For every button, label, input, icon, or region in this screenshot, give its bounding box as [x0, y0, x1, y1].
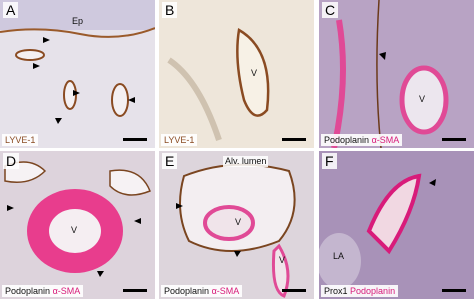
stain-name: LYVE-1 [5, 135, 36, 145]
micrograph [0, 0, 155, 148]
annotation: LA [333, 251, 345, 261]
stain-name: Podoplanin [5, 286, 51, 296]
panel-letter: B [162, 2, 178, 18]
stain-label: LYVE-1 [161, 134, 198, 146]
annotation: V [251, 68, 258, 78]
stain-label: Podoplanin α-SMA [321, 134, 403, 146]
panel: B V LYVE-1 [159, 0, 314, 148]
scale-bar [282, 138, 306, 141]
stain-name: Podoplanin [350, 286, 396, 296]
stain-name: LYVE-1 [164, 135, 195, 145]
annotation: V [419, 94, 426, 104]
stain-label: Podoplanin α-SMA [161, 285, 243, 297]
scale-bar [442, 138, 466, 141]
stain-name: α-SMA [371, 135, 400, 145]
scale-bar [282, 289, 306, 292]
annotation: V [235, 217, 242, 227]
panel: A Ep LYVE-1 [0, 0, 155, 148]
annotation: Ep [72, 16, 84, 26]
panel-letter: C [322, 2, 339, 18]
scale-bar [123, 289, 147, 292]
panel: F LA Prox1 Podoplanin [319, 151, 474, 299]
annotation: V [279, 255, 286, 265]
annotation: V [71, 225, 78, 235]
stain-name: α-SMA [211, 286, 240, 296]
panel-letter: A [3, 2, 19, 18]
stain-name: Podoplanin [164, 286, 210, 296]
micrograph [0, 151, 155, 299]
annotation: Alv. lumen [223, 156, 269, 167]
micrograph [319, 0, 474, 148]
stain-name: Podoplanin [324, 135, 370, 145]
scale-bar [123, 138, 147, 141]
scale-bar [442, 289, 466, 292]
panel-letter: E [162, 153, 178, 169]
micrograph [159, 0, 314, 148]
micrograph [319, 151, 474, 299]
panel-letter: D [3, 153, 20, 169]
stain-label: Podoplanin α-SMA [2, 285, 84, 297]
micrograph [159, 151, 314, 299]
panel-letter: F [322, 153, 337, 169]
panel: C V Podoplanin α-SMA [319, 0, 474, 148]
panel: D V Podoplanin α-SMA [0, 151, 155, 299]
stain-name: Prox1 [324, 286, 348, 296]
panel: E Alv. lumen V V Podoplanin α-SMA [159, 151, 314, 299]
stain-label: LYVE-1 [2, 134, 39, 146]
stain-name: α-SMA [52, 286, 81, 296]
stain-label: Prox1 Podoplanin [321, 285, 399, 297]
